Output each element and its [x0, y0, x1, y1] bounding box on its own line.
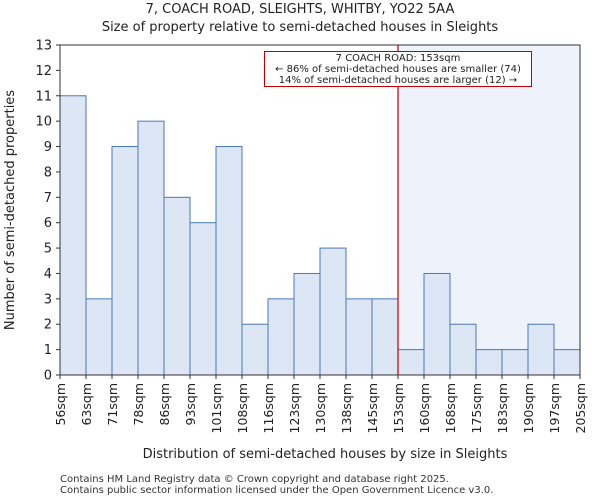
x-tick-label: 86sqm — [157, 383, 172, 426]
x-tick-label: 123sqm — [287, 383, 302, 433]
bar-183sqm — [501, 349, 529, 376]
bar-197sqm — [553, 349, 581, 376]
y-tick-label: 9 — [44, 140, 52, 155]
x-tick-label: 190sqm — [521, 383, 536, 433]
y-tick-label: 7 — [44, 191, 52, 206]
x-tick-label: 108sqm — [235, 383, 250, 433]
bar-78sqm — [137, 120, 165, 376]
bar-63sqm — [85, 298, 113, 376]
annotation-line-2: ← 86% of semi-detached houses are smalle… — [275, 64, 521, 75]
bar-175sqm — [475, 349, 503, 376]
bar-138sqm — [345, 298, 373, 376]
x-tick-label: 145sqm — [365, 383, 380, 433]
y-tick-label: 13 — [35, 39, 52, 54]
bar-116sqm — [267, 298, 295, 376]
x-tick-label: 78sqm — [131, 383, 146, 426]
y-tick-label: 10 — [35, 115, 52, 130]
bar-168sqm — [449, 323, 477, 376]
x-tick-label: 138sqm — [339, 383, 354, 433]
bar-101sqm — [215, 146, 243, 376]
x-tick-label: 56sqm — [53, 383, 68, 426]
y-tick-label: 1 — [44, 343, 52, 358]
footer-copyright: Contains HM Land Registry data © Crown c… — [60, 474, 449, 485]
bar-56sqm — [59, 95, 87, 376]
y-tick-label: 8 — [44, 165, 52, 180]
x-tick-label: 197sqm — [547, 383, 562, 433]
annotation-line-1: 7 COACH ROAD: 153sqm — [335, 53, 461, 64]
annotation-line-3: 14% of semi-detached houses are larger (… — [278, 75, 518, 86]
chart-title: 7, COACH ROAD, SLEIGHTS, WHITBY, YO22 5A… — [145, 2, 455, 17]
x-tick-label: 183sqm — [495, 383, 510, 433]
x-tick-label: 160sqm — [417, 383, 432, 433]
x-tick-label: 153sqm — [391, 383, 406, 433]
y-tick-label: 11 — [35, 89, 52, 104]
x-tick-label: 71sqm — [105, 383, 120, 426]
chart-subtitle: Size of property relative to semi-detach… — [101, 20, 499, 35]
x-tick-label: 130sqm — [313, 383, 328, 433]
bar-145sqm — [371, 298, 399, 376]
bar-153sqm — [397, 349, 425, 376]
bar-108sqm — [241, 323, 269, 376]
x-tick-label: 116sqm — [261, 383, 276, 433]
x-tick-label: 205sqm — [573, 383, 588, 433]
x-tick-label: 93sqm — [183, 383, 198, 426]
y-tick-label: 3 — [44, 292, 52, 307]
x-tick-label: 101sqm — [209, 383, 224, 433]
x-tick-label: 168sqm — [443, 383, 458, 433]
y-tick-label: 4 — [44, 267, 52, 282]
bar-190sqm — [527, 323, 555, 376]
bar-130sqm — [319, 247, 347, 376]
x-axis-label: Distribution of semi-detached houses by … — [143, 447, 508, 462]
y-tick-label: 5 — [44, 242, 52, 257]
y-tick-label: 2 — [44, 318, 52, 333]
y-tick-label: 6 — [44, 216, 52, 231]
y-tick-label: 12 — [35, 64, 52, 79]
bar-123sqm — [293, 272, 321, 376]
bar-93sqm — [189, 222, 217, 376]
bar-71sqm — [111, 146, 139, 376]
y-axis-label: Number of semi-detached properties — [3, 90, 18, 330]
x-tick-label: 175sqm — [469, 383, 484, 433]
bar-86sqm — [163, 196, 191, 376]
annotation-box: 7 COACH ROAD: 153sqm ← 86% of semi-detac… — [264, 51, 532, 87]
x-tick-label: 63sqm — [79, 383, 94, 426]
y-tick-label: 0 — [44, 369, 52, 384]
footer-licence: Contains public sector information licen… — [60, 485, 494, 496]
bar-160sqm — [423, 272, 451, 376]
